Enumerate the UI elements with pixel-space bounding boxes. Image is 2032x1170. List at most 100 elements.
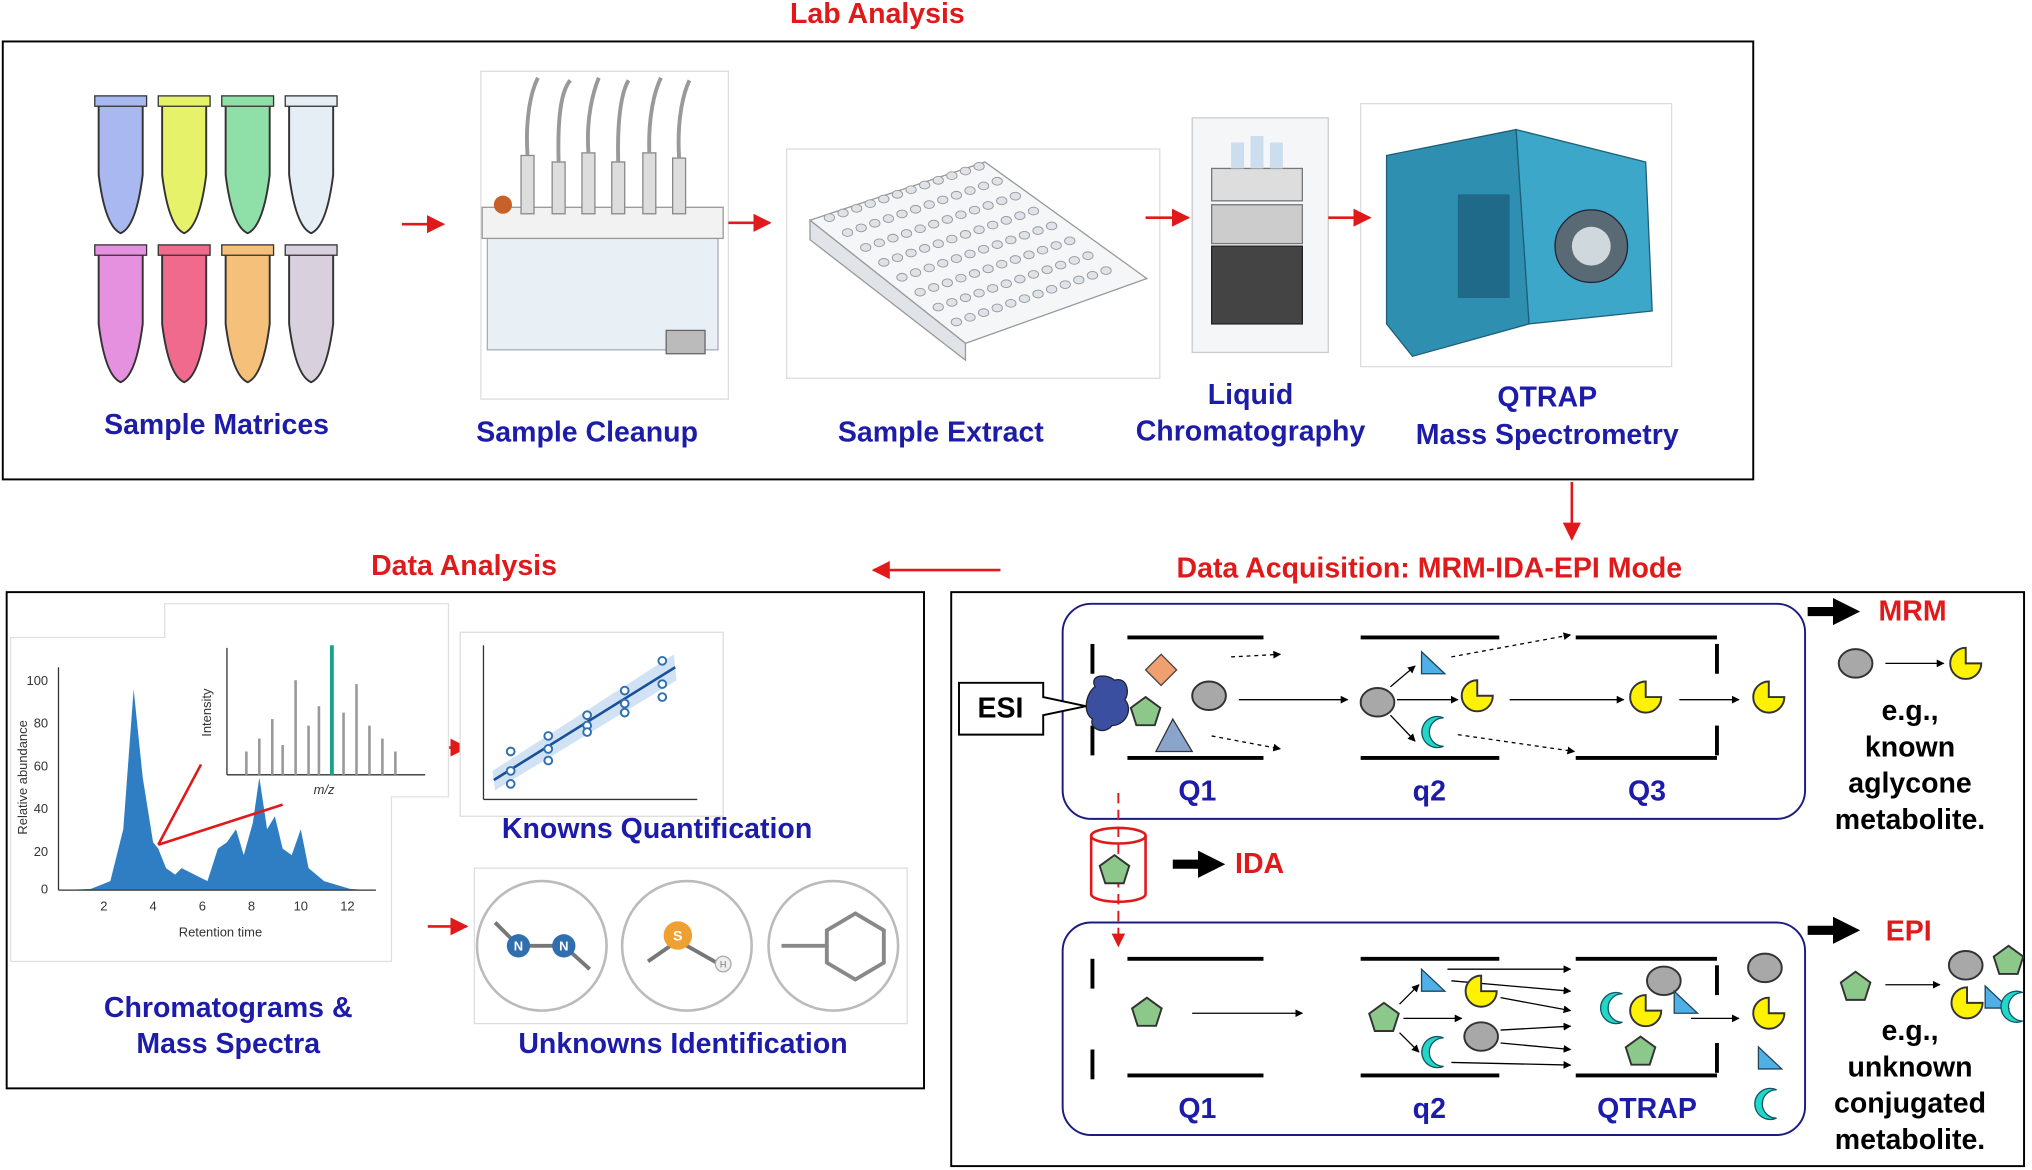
well — [841, 228, 854, 237]
mode-label: MRM — [1879, 595, 1947, 627]
well — [955, 273, 967, 283]
atom: S — [673, 929, 683, 945]
panel-label: Unknowns Identification — [518, 1028, 847, 1060]
well — [1000, 216, 1012, 225]
well — [1082, 251, 1094, 261]
ion-pentagon — [1992, 944, 2025, 975]
ion-crescent — [1754, 1087, 1777, 1121]
tick-label: 4 — [149, 898, 156, 913]
stage-label: Q1 — [1178, 775, 1216, 807]
well — [914, 287, 926, 297]
ion-pacman — [1460, 679, 1494, 713]
tube — [97, 102, 144, 235]
mode-label: EPI — [1886, 915, 1932, 947]
tube — [288, 102, 335, 235]
lab-box — [1, 40, 1755, 481]
well — [977, 181, 990, 191]
well — [896, 209, 908, 219]
ion-triangle — [1757, 1045, 1784, 1070]
well — [1059, 280, 1071, 290]
ion-pentagon — [1368, 1001, 1400, 1032]
well — [1018, 294, 1031, 303]
ion-crescent — [1600, 991, 1623, 1025]
tube — [288, 251, 335, 384]
ion-pentagon — [1098, 853, 1131, 885]
well — [937, 195, 949, 205]
well — [932, 239, 944, 249]
note: metabolite. — [1835, 1124, 1985, 1156]
ion-diamond — [1144, 653, 1178, 687]
well — [914, 224, 926, 234]
step-label: Liquid — [1208, 379, 1293, 411]
well — [964, 249, 976, 259]
well — [1018, 230, 1031, 240]
well — [1100, 266, 1112, 276]
well — [991, 240, 1003, 249]
well — [941, 278, 953, 288]
well — [959, 293, 972, 303]
well — [919, 244, 931, 253]
axis-label: Relative abundance — [15, 720, 30, 834]
tick-label: 100 — [27, 673, 49, 688]
step-label: Sample Extract — [838, 417, 1044, 449]
step-label: Mass Spectrometry — [1416, 419, 1679, 451]
well — [1045, 221, 1058, 231]
well — [1041, 265, 1053, 275]
mode-arrows — [1172, 597, 1861, 944]
well — [928, 283, 940, 292]
note: conjugated — [1834, 1088, 1986, 1120]
well — [932, 176, 944, 185]
well — [896, 272, 908, 282]
well — [860, 243, 872, 252]
well — [1055, 260, 1067, 270]
well — [1014, 211, 1026, 221]
analysis-box — [5, 591, 925, 1090]
well — [882, 214, 895, 223]
ion-pacman — [1752, 996, 1786, 1030]
well — [891, 190, 904, 199]
well — [1032, 226, 1044, 235]
tick-label: 80 — [34, 716, 48, 731]
well — [878, 194, 890, 204]
ion-circle — [1359, 687, 1396, 718]
ion-circle — [1747, 952, 1783, 984]
tick-label: 6 — [199, 898, 206, 913]
well — [950, 317, 963, 327]
ions — [1098, 646, 2025, 1121]
well — [991, 176, 1003, 186]
ion-pacman — [1464, 974, 1498, 1008]
step-label: QTRAP — [1497, 382, 1597, 414]
well — [955, 210, 967, 220]
atom: N — [559, 939, 568, 954]
well — [932, 302, 944, 312]
well — [837, 208, 849, 218]
panel-label: Knowns Quantification — [502, 813, 812, 845]
ion-circle — [1463, 1021, 1499, 1052]
sample-tubes — [94, 95, 338, 384]
acquisition-title: Data Acquisition: MRM-IDA-EPI Mode — [1177, 553, 1683, 585]
ion-pacman — [1752, 680, 1786, 714]
well — [905, 185, 917, 195]
ion-crescent — [1421, 715, 1444, 749]
tick-label: 20 — [34, 844, 48, 859]
tube-cap — [157, 95, 211, 107]
well — [855, 223, 867, 233]
well — [996, 259, 1008, 269]
atom: N — [514, 939, 523, 954]
ion-pentagon — [1129, 695, 1162, 727]
ion-pentagon — [1624, 1035, 1657, 1066]
esi-label: ESI — [977, 693, 1023, 725]
ion-triangle — [1673, 989, 1700, 1014]
well — [887, 233, 899, 243]
ion-pacman — [1950, 986, 1984, 1020]
ion-circle — [1191, 680, 1227, 712]
ion-paths — [1192, 632, 1945, 1069]
well — [977, 244, 990, 254]
well — [923, 263, 935, 273]
ion-pacman — [1949, 646, 1983, 680]
ms-image — [1360, 103, 1673, 368]
structures — [473, 867, 908, 1025]
step-label: Sample Matrices — [104, 409, 329, 441]
well — [973, 225, 985, 235]
